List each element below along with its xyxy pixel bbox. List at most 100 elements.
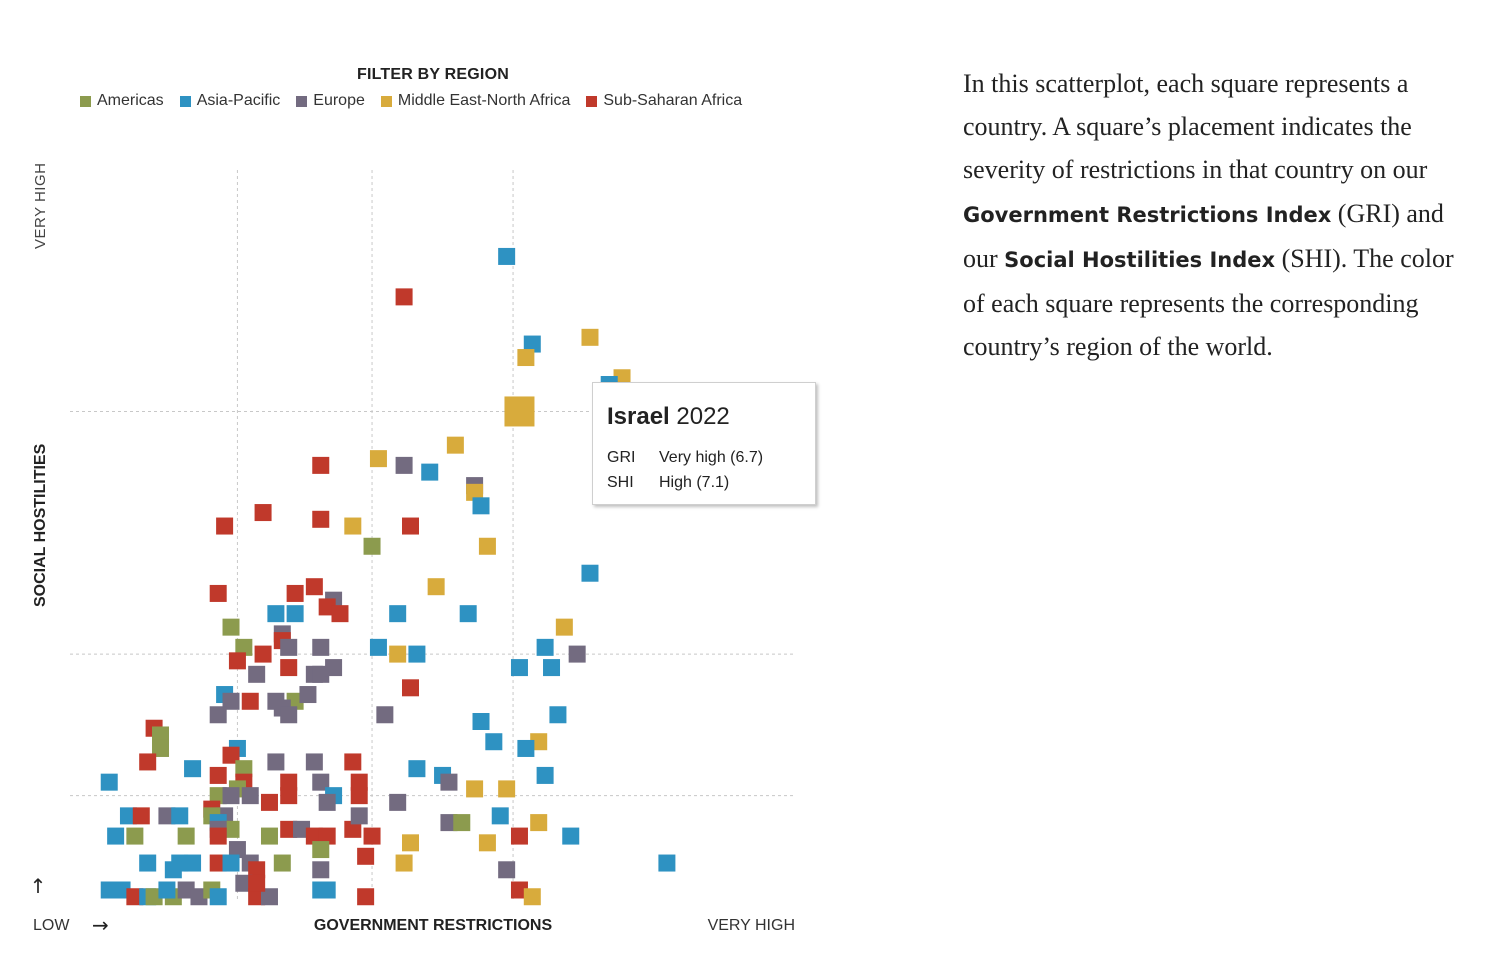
country-square[interactable] xyxy=(523,888,541,906)
country-square[interactable] xyxy=(177,881,195,899)
country-square[interactable] xyxy=(190,888,208,906)
country-square[interactable] xyxy=(209,827,227,845)
country-square[interactable] xyxy=(395,854,413,872)
country-square[interactable] xyxy=(562,827,580,845)
country-square[interactable] xyxy=(235,638,253,656)
country-square[interactable] xyxy=(299,686,317,704)
country-square[interactable] xyxy=(536,766,554,784)
country-square[interactable] xyxy=(325,659,343,677)
country-square[interactable] xyxy=(318,881,336,899)
country-square[interactable] xyxy=(478,834,496,852)
country-square[interactable] xyxy=(152,726,170,744)
country-square[interactable] xyxy=(305,827,323,845)
country-square[interactable] xyxy=(267,605,285,623)
country-square[interactable] xyxy=(363,827,381,845)
country-square[interactable] xyxy=(305,753,323,771)
country-square[interactable] xyxy=(280,787,298,805)
country-square[interactable] xyxy=(446,436,464,454)
country-square[interactable] xyxy=(280,659,298,677)
country-square[interactable] xyxy=(184,760,202,778)
country-square[interactable] xyxy=(402,517,419,535)
country-square[interactable] xyxy=(235,874,253,892)
country-square[interactable] xyxy=(248,861,266,879)
country-square[interactable] xyxy=(216,517,234,535)
country-square[interactable] xyxy=(357,847,375,865)
country-square[interactable] xyxy=(222,854,240,872)
country-square[interactable] xyxy=(228,652,246,670)
country-square[interactable] xyxy=(209,854,227,872)
country-square[interactable] xyxy=(581,564,599,582)
country-square[interactable] xyxy=(459,605,477,623)
country-square[interactable] xyxy=(209,888,227,906)
country-square[interactable] xyxy=(145,888,163,906)
country-square[interactable] xyxy=(389,605,407,623)
country-square[interactable] xyxy=(177,827,195,845)
country-square[interactable] xyxy=(440,814,458,832)
country-square[interactable] xyxy=(273,854,291,872)
country-square[interactable] xyxy=(472,713,490,730)
country-square[interactable] xyxy=(491,807,509,825)
country-square[interactable] xyxy=(267,753,285,771)
country-square[interactable] xyxy=(555,618,573,636)
country-square[interactable] xyxy=(152,739,170,757)
country-square[interactable] xyxy=(113,881,131,899)
country-square[interactable] xyxy=(536,638,554,656)
legend-item-eu[interactable]: Europe xyxy=(296,92,365,110)
highlighted-country-square[interactable] xyxy=(504,396,535,427)
country-square[interactable] xyxy=(222,618,240,636)
country-square[interactable] xyxy=(318,827,336,845)
country-square[interactable] xyxy=(241,787,259,805)
country-square[interactable] xyxy=(139,753,157,771)
country-square[interactable] xyxy=(530,814,548,832)
country-square[interactable] xyxy=(260,888,278,906)
country-square[interactable] xyxy=(312,456,330,474)
country-square[interactable] xyxy=(395,288,413,306)
country-square[interactable] xyxy=(107,827,125,845)
country-square[interactable] xyxy=(209,706,227,724)
country-square[interactable] xyxy=(312,773,330,791)
country-square[interactable] xyxy=(228,841,246,859)
country-square[interactable] xyxy=(286,605,304,623)
country-square[interactable] xyxy=(408,760,426,778)
country-square[interactable] xyxy=(222,820,240,838)
country-square[interactable] xyxy=(293,820,311,838)
country-square[interactable] xyxy=(510,659,528,677)
country-square[interactable] xyxy=(312,841,330,859)
legend-item-ssa[interactable]: Sub-Saharan Africa xyxy=(586,92,742,110)
country-square[interactable] xyxy=(376,706,394,724)
country-square[interactable] xyxy=(254,504,272,522)
legend-item-me[interactable]: Middle East-North Africa xyxy=(380,92,570,110)
country-square[interactable] xyxy=(248,874,266,892)
country-square[interactable] xyxy=(139,854,157,872)
country-square[interactable] xyxy=(209,787,227,805)
country-square[interactable] xyxy=(126,827,144,845)
country-square[interactable] xyxy=(427,578,445,596)
country-square[interactable] xyxy=(350,807,368,825)
country-square[interactable] xyxy=(280,773,298,791)
country-square[interactable] xyxy=(472,497,490,515)
country-square[interactable] xyxy=(280,820,298,838)
country-square[interactable] xyxy=(466,780,484,798)
legend-item-am[interactable]: Americas xyxy=(80,92,164,110)
country-square[interactable] xyxy=(222,692,240,710)
country-square[interactable] xyxy=(312,638,330,656)
country-square[interactable] xyxy=(132,807,150,825)
country-square[interactable] xyxy=(369,638,387,656)
country-square[interactable] xyxy=(222,787,240,805)
country-square[interactable] xyxy=(248,665,266,683)
country-square[interactable] xyxy=(568,645,586,663)
country-square[interactable] xyxy=(389,793,407,811)
country-square[interactable] xyxy=(357,888,375,906)
country-square[interactable] xyxy=(126,888,144,906)
country-square[interactable] xyxy=(440,773,458,791)
country-square[interactable] xyxy=(517,349,535,367)
country-square[interactable] xyxy=(241,692,259,710)
country-square[interactable] xyxy=(248,888,266,906)
country-square[interactable] xyxy=(235,760,253,778)
country-square[interactable] xyxy=(344,517,362,535)
country-square[interactable] xyxy=(510,881,528,899)
country-square[interactable] xyxy=(100,881,118,899)
country-square[interactable] xyxy=(318,793,336,811)
country-square[interactable] xyxy=(209,584,227,602)
country-square[interactable] xyxy=(402,679,419,697)
